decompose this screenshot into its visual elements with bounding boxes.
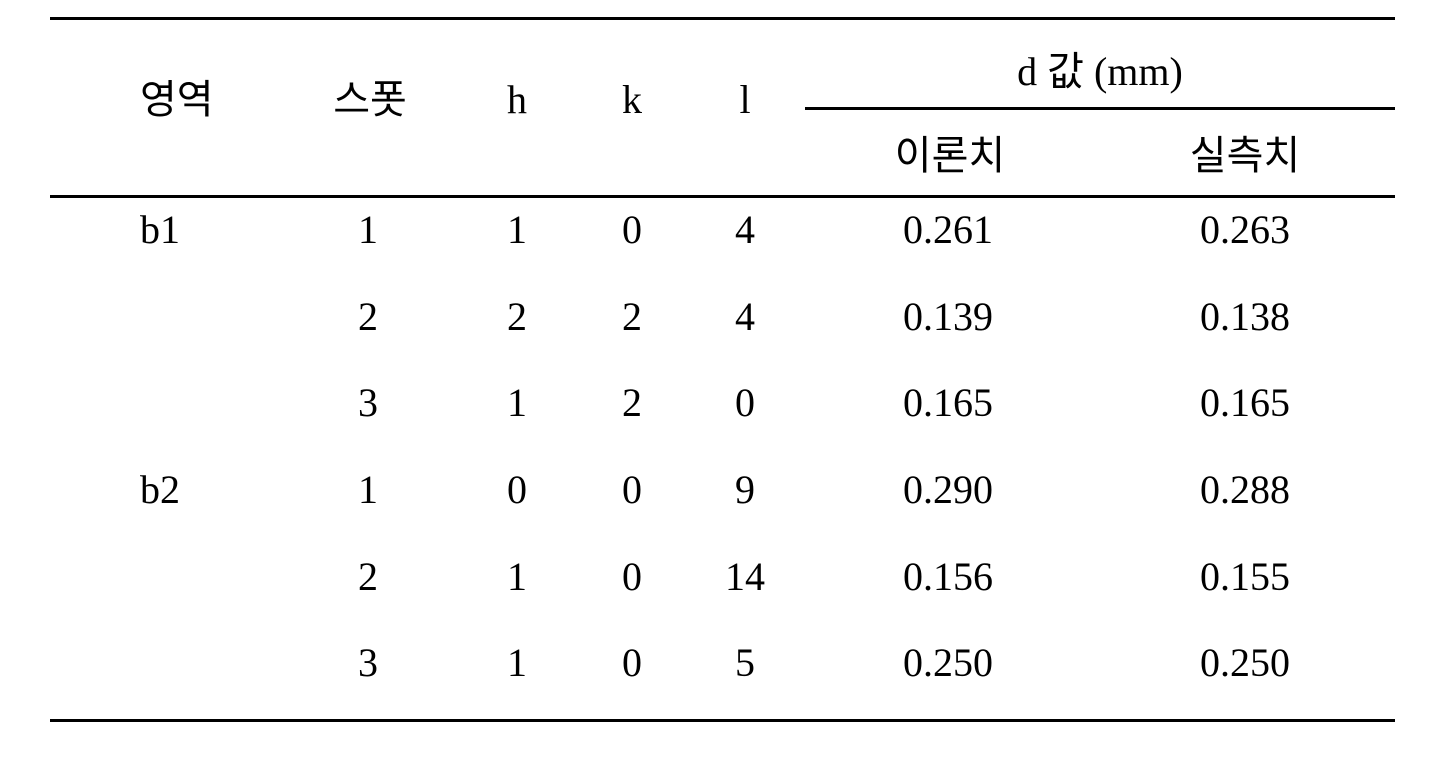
cell-k: 0 [622,639,642,687]
cell-region: b2 [140,466,180,514]
cell-spot: 1 [358,206,378,254]
cell-k: 0 [622,466,642,514]
cell-h: 0 [507,466,527,514]
cell-measured: 0.138 [1200,293,1290,341]
cell-h: 1 [507,639,527,687]
cell-theoretical: 0.261 [903,206,993,254]
cell-spot: 2 [358,553,378,601]
header-l: l [739,76,750,124]
cell-l: 0 [735,379,755,427]
cell-measured: 0.165 [1200,379,1290,427]
header-spot: 스폿 [333,76,407,124]
cell-k: 2 [622,379,642,427]
cell-region: b1 [140,206,180,254]
cell-measured: 0.155 [1200,553,1290,601]
top-rule [50,17,1395,20]
cell-l: 5 [735,639,755,687]
cell-h: 1 [507,553,527,601]
cell-measured: 0.250 [1200,639,1290,687]
cell-theoretical: 0.250 [903,639,993,687]
cell-theoretical: 0.165 [903,379,993,427]
cell-l: 14 [725,553,765,601]
cell-h: 2 [507,293,527,341]
header-d-group: d 값 (mm) [1017,48,1183,96]
cell-measured: 0.263 [1200,206,1290,254]
header-rule [50,195,1395,198]
bottom-rule [50,719,1395,722]
cell-l: 4 [735,293,755,341]
cell-theoretical: 0.290 [903,466,993,514]
cell-h: 1 [507,379,527,427]
cell-spot: 3 [358,379,378,427]
cell-k: 2 [622,293,642,341]
header-measured: 실측치 [1190,132,1300,180]
header-h: h [507,76,527,124]
cell-k: 0 [622,553,642,601]
header-region: 영역 [140,76,214,124]
header-theoretical: 이론치 [895,132,1005,180]
cell-measured: 0.288 [1200,466,1290,514]
cell-spot: 1 [358,466,378,514]
d-group-rule [805,107,1395,110]
cell-theoretical: 0.139 [903,293,993,341]
cell-theoretical: 0.156 [903,553,993,601]
cell-k: 0 [622,206,642,254]
cell-h: 1 [507,206,527,254]
cell-l: 9 [735,466,755,514]
cell-l: 4 [735,206,755,254]
cell-spot: 3 [358,639,378,687]
header-k: k [622,76,642,124]
cell-spot: 2 [358,293,378,341]
